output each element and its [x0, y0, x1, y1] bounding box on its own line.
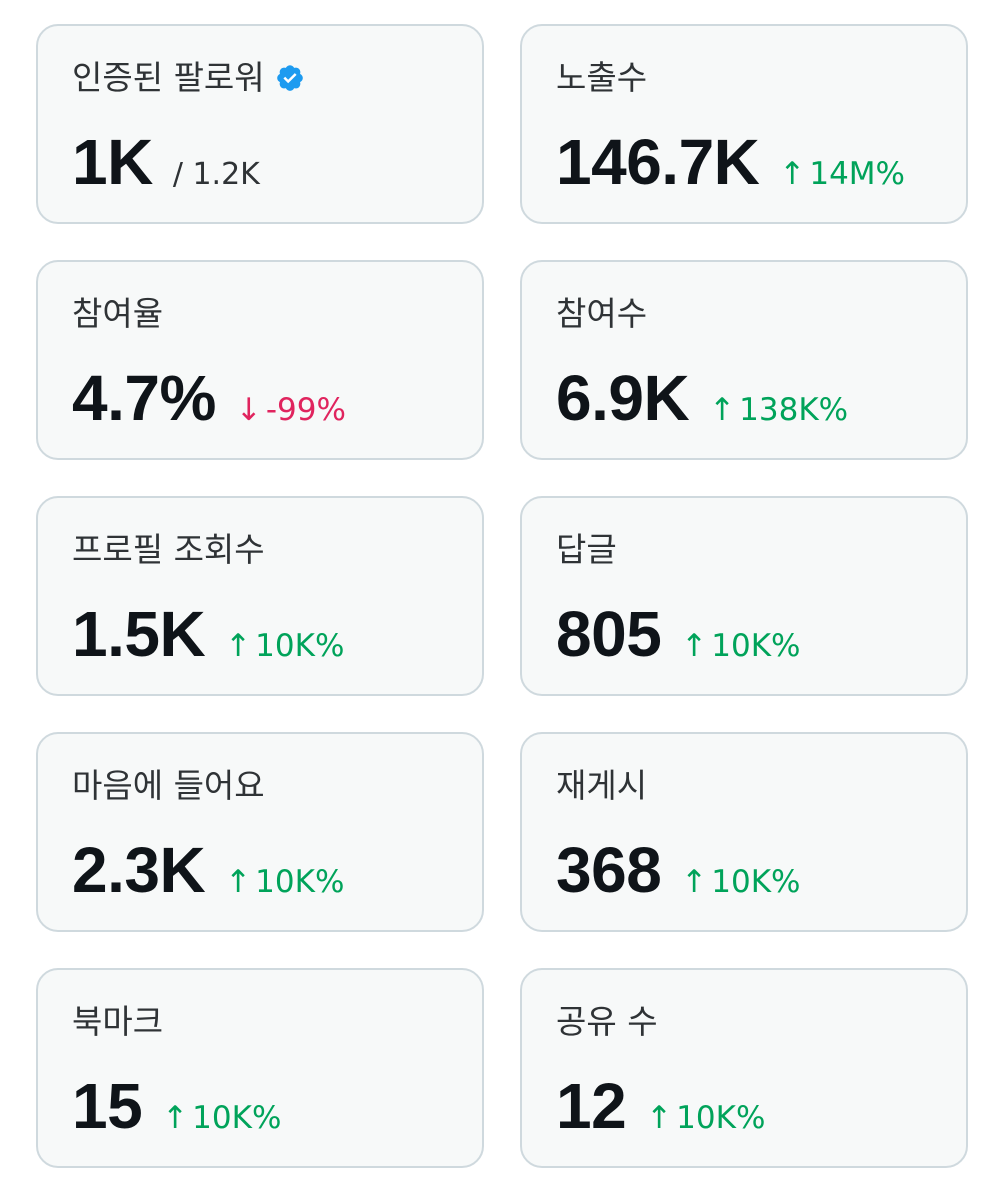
metric-value: 368	[556, 834, 662, 906]
metric-label-row: 답글	[556, 528, 932, 572]
metric-change-value: 10K%	[711, 628, 801, 664]
arrow-up-icon: ↑	[681, 628, 708, 664]
metric-label: 인증된 팔로워	[72, 58, 265, 97]
metric-card-reposts[interactable]: 재게시 368 ↑ 10K%	[520, 732, 968, 932]
metric-label-row: 인증된 팔로워	[72, 56, 448, 100]
metric-value-row: 146.7K ↑ 14M%	[556, 126, 932, 198]
metric-label: 노출수	[556, 58, 648, 97]
metric-card-impressions[interactable]: 노출수 146.7K ↑ 14M%	[520, 24, 968, 224]
metric-value-row: 1.5K ↑ 10K%	[72, 598, 448, 670]
metric-label-row: 프로필 조회수	[72, 528, 448, 572]
metric-change: ↑ 10K%	[646, 1100, 765, 1136]
metric-value-row: 2.3K ↑ 10K%	[72, 834, 448, 906]
metric-value-row: 6.9K ↑ 138K%	[556, 362, 932, 434]
metric-label-row: 참여수	[556, 292, 932, 336]
metric-change-value: 10K%	[255, 864, 345, 900]
arrow-up-icon: ↑	[779, 156, 806, 192]
metric-label: 참여율	[72, 294, 164, 333]
metric-change: ↑ 10K%	[162, 1100, 281, 1136]
metric-label-row: 재게시	[556, 764, 932, 808]
metric-value-row: 368 ↑ 10K%	[556, 834, 932, 906]
metric-value: 2.3K	[72, 834, 206, 906]
metric-change-value: 10K%	[711, 864, 801, 900]
metric-value: 6.9K	[556, 362, 690, 434]
metric-card-engagements[interactable]: 참여수 6.9K ↑ 138K%	[520, 260, 968, 460]
metric-total: / 1.2K	[172, 157, 260, 192]
metric-label-row: 노출수	[556, 56, 932, 100]
metric-change-value: 10K%	[192, 1100, 282, 1136]
metric-label: 재게시	[556, 766, 648, 805]
verified-badge-icon	[275, 63, 305, 93]
metric-value: 1.5K	[72, 598, 206, 670]
metric-card-engagement-rate[interactable]: 참여율 4.7% ↓ -99%	[36, 260, 484, 460]
metric-change-value: 10K%	[676, 1100, 766, 1136]
metric-label-row: 마음에 들어요	[72, 764, 448, 808]
metric-change: ↑ 14M%	[779, 156, 905, 192]
metric-card-replies[interactable]: 답글 805 ↑ 10K%	[520, 496, 968, 696]
metrics-grid: 인증된 팔로워 1K / 1.2K 노출수 146.7K ↑ 14M%	[36, 24, 968, 1168]
metric-card-shares[interactable]: 공유 수 12 ↑ 10K%	[520, 968, 968, 1168]
metric-value-row: 805 ↑ 10K%	[556, 598, 932, 670]
metric-label: 공유 수	[556, 1002, 658, 1041]
metric-label: 북마크	[72, 1002, 164, 1041]
metric-value: 805	[556, 598, 662, 670]
arrow-down-icon: ↓	[235, 392, 262, 428]
arrow-up-icon: ↑	[681, 864, 708, 900]
metric-change: ↑ 10K%	[681, 628, 800, 664]
metric-card-likes[interactable]: 마음에 들어요 2.3K ↑ 10K%	[36, 732, 484, 932]
metric-value-row: 15 ↑ 10K%	[72, 1070, 448, 1142]
arrow-up-icon: ↑	[709, 392, 736, 428]
metric-label-row: 북마크	[72, 1000, 448, 1044]
arrow-up-icon: ↑	[225, 864, 252, 900]
metric-change-value: 10K%	[255, 628, 345, 664]
metric-change: ↓ -99%	[236, 392, 346, 428]
metric-value: 4.7%	[72, 362, 216, 434]
metric-change-value: 138K%	[739, 392, 849, 428]
metric-label: 프로필 조회수	[72, 530, 265, 569]
metric-label-row: 공유 수	[556, 1000, 932, 1044]
metric-value-row: 1K / 1.2K	[72, 126, 448, 198]
metric-value-row: 4.7% ↓ -99%	[72, 362, 448, 434]
metric-value: 12	[556, 1070, 627, 1142]
metric-value-row: 12 ↑ 10K%	[556, 1070, 932, 1142]
metric-change: ↑ 10K%	[681, 864, 800, 900]
metric-label-row: 참여율	[72, 292, 448, 336]
metric-card-profile-visits[interactable]: 프로필 조회수 1.5K ↑ 10K%	[36, 496, 484, 696]
metric-value: 1K	[72, 126, 153, 198]
metric-card-bookmarks[interactable]: 북마크 15 ↑ 10K%	[36, 968, 484, 1168]
metric-change: ↑ 138K%	[709, 392, 848, 428]
arrow-up-icon: ↑	[225, 628, 252, 664]
arrow-up-icon: ↑	[162, 1100, 189, 1136]
metric-change-value: -99%	[265, 392, 346, 428]
metric-change: ↑ 10K%	[225, 628, 344, 664]
metric-card-verified-followers[interactable]: 인증된 팔로워 1K / 1.2K	[36, 24, 484, 224]
metric-change: ↑ 10K%	[225, 864, 344, 900]
metric-value: 15	[72, 1070, 143, 1142]
metric-label: 답글	[556, 530, 617, 569]
metric-label: 마음에 들어요	[72, 766, 265, 805]
metric-value: 146.7K	[556, 126, 760, 198]
metric-label: 참여수	[556, 294, 648, 333]
arrow-up-icon: ↑	[646, 1100, 673, 1136]
metric-change-value: 14M%	[809, 156, 906, 192]
